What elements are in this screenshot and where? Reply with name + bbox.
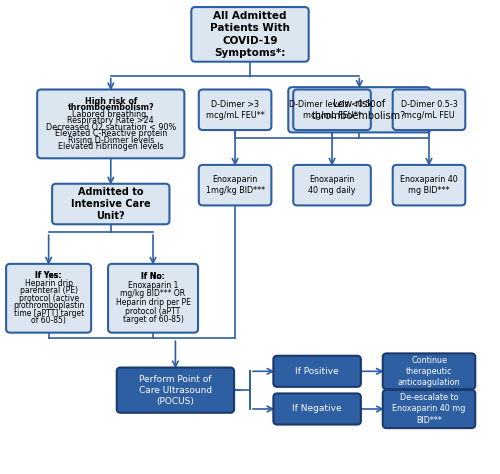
Text: D-Dimer 0.5-3
mcg/mL FEU: D-Dimer 0.5-3 mcg/mL FEU bbox=[400, 100, 458, 120]
Text: Enoxaparin 1: Enoxaparin 1 bbox=[128, 281, 178, 290]
FancyBboxPatch shape bbox=[116, 367, 234, 413]
Text: High risk of: High risk of bbox=[84, 97, 137, 106]
Text: Continue
therapeutic
anticoagulation: Continue therapeutic anticoagulation bbox=[398, 356, 460, 387]
FancyBboxPatch shape bbox=[199, 165, 272, 205]
Text: If No:: If No: bbox=[141, 272, 165, 281]
FancyBboxPatch shape bbox=[274, 356, 361, 387]
Text: mg/kg BID*** OR: mg/kg BID*** OR bbox=[120, 290, 186, 299]
Text: Heparin drip: Heparin drip bbox=[24, 279, 72, 288]
FancyBboxPatch shape bbox=[274, 393, 361, 425]
Text: Elevated Fibrinogen levels: Elevated Fibrinogen levels bbox=[58, 142, 164, 151]
Text: target of 60-85): target of 60-85) bbox=[122, 316, 184, 325]
Text: If Positive: If Positive bbox=[296, 367, 339, 376]
Text: Rising D-Dimer levels: Rising D-Dimer levels bbox=[68, 136, 154, 145]
Text: Enoxaparin
1mg/kg BID***: Enoxaparin 1mg/kg BID*** bbox=[206, 175, 264, 195]
Text: prothromboplastin: prothromboplastin bbox=[13, 301, 85, 310]
Text: Enoxaparin
40 mg daily: Enoxaparin 40 mg daily bbox=[308, 175, 356, 195]
Text: Perform Point of
Care Ultrasound
(POCUS): Perform Point of Care Ultrasound (POCUS) bbox=[139, 374, 212, 406]
FancyBboxPatch shape bbox=[192, 7, 308, 62]
Text: Admitted to
Intensive Care
Unit?: Admitted to Intensive Care Unit? bbox=[71, 187, 150, 221]
Text: If No:: If No: bbox=[141, 272, 165, 281]
Text: Low risk of
thromboembolism?: Low risk of thromboembolism? bbox=[312, 99, 406, 121]
Text: If Negative: If Negative bbox=[292, 404, 342, 413]
FancyBboxPatch shape bbox=[294, 165, 371, 205]
Text: thromboembolism?: thromboembolism? bbox=[68, 103, 154, 112]
Text: protocol (active: protocol (active bbox=[18, 294, 78, 303]
Text: Labored breathing,: Labored breathing, bbox=[72, 109, 149, 118]
FancyBboxPatch shape bbox=[52, 184, 170, 224]
Text: time [aPTT] target: time [aPTT] target bbox=[14, 309, 84, 318]
FancyBboxPatch shape bbox=[383, 390, 475, 428]
FancyBboxPatch shape bbox=[392, 90, 466, 130]
FancyBboxPatch shape bbox=[6, 264, 91, 333]
Text: D-Dimer levels <0.50
mcg/mL FEU**: D-Dimer levels <0.50 mcg/mL FEU** bbox=[289, 100, 376, 120]
Text: Heparin drip per PE: Heparin drip per PE bbox=[116, 298, 190, 307]
Text: Enoxaparin 40
mg BID***: Enoxaparin 40 mg BID*** bbox=[400, 175, 458, 195]
FancyBboxPatch shape bbox=[199, 90, 272, 130]
FancyBboxPatch shape bbox=[288, 87, 430, 132]
Text: Decreased O2 saturation < 90%: Decreased O2 saturation < 90% bbox=[46, 123, 176, 132]
Text: of 60-85): of 60-85) bbox=[31, 316, 66, 325]
Text: Respiratory Rate >24: Respiratory Rate >24 bbox=[68, 116, 154, 125]
Text: All Admitted
Patients With
COVID-19
Symptoms*:: All Admitted Patients With COVID-19 Symp… bbox=[210, 11, 290, 58]
Text: De-escalate to
Enoxaparin 40 mg
BID***: De-escalate to Enoxaparin 40 mg BID*** bbox=[392, 393, 466, 425]
Text: D-Dimer >3
mcg/mL FEU**: D-Dimer >3 mcg/mL FEU** bbox=[206, 100, 264, 120]
Text: protocol (aPTT: protocol (aPTT bbox=[126, 307, 180, 316]
Text: parenteral (PE): parenteral (PE) bbox=[20, 286, 78, 295]
FancyBboxPatch shape bbox=[392, 165, 466, 205]
FancyBboxPatch shape bbox=[37, 90, 184, 158]
FancyBboxPatch shape bbox=[108, 264, 198, 333]
Text: Elevated C-Reactive protein: Elevated C-Reactive protein bbox=[54, 129, 167, 138]
Text: If Yes:: If Yes: bbox=[36, 272, 62, 281]
FancyBboxPatch shape bbox=[383, 354, 475, 389]
FancyBboxPatch shape bbox=[294, 90, 371, 130]
Text: If Yes:: If Yes: bbox=[36, 272, 62, 281]
